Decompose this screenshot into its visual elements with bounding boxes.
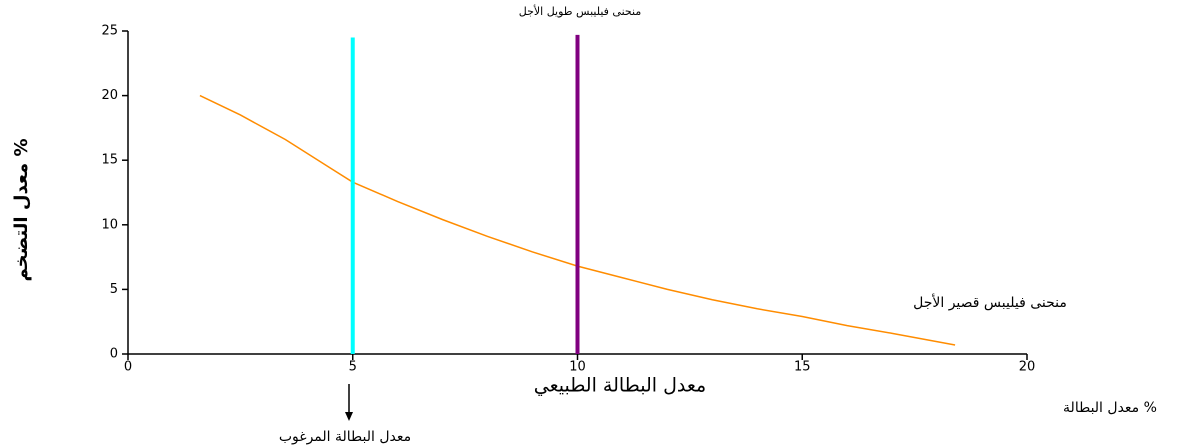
annotation: منحنى فيليبس قصير الأجل: [913, 293, 1067, 311]
arrow-head: [345, 412, 353, 421]
x-tick-label: 0: [124, 360, 132, 375]
y-tick-label: 25: [101, 24, 118, 39]
x-tick-label: 20: [1019, 360, 1036, 375]
x-axis-label: معدل البطالة %: [1063, 400, 1157, 416]
curve: [199, 94, 956, 346]
y-axis-label: معدل التضخم %: [11, 139, 32, 282]
annotation: معدل البطالة المرغوب: [279, 429, 411, 445]
annotation: معدل البطالة الطبيعي: [534, 375, 706, 397]
x-tick-label: 5: [349, 360, 357, 375]
y-tick-label: 10: [101, 217, 118, 232]
x-tick-label: 15: [794, 360, 811, 375]
y-tick-label: 5: [110, 282, 118, 297]
y-tick-label: 0: [110, 347, 118, 362]
x-tick-label: 10: [569, 360, 586, 375]
y-tick-label: 20: [101, 88, 118, 103]
chart-title: منحنى فيليبس طويل الأجل: [519, 4, 642, 18]
y-tick-label: 15: [101, 153, 118, 168]
